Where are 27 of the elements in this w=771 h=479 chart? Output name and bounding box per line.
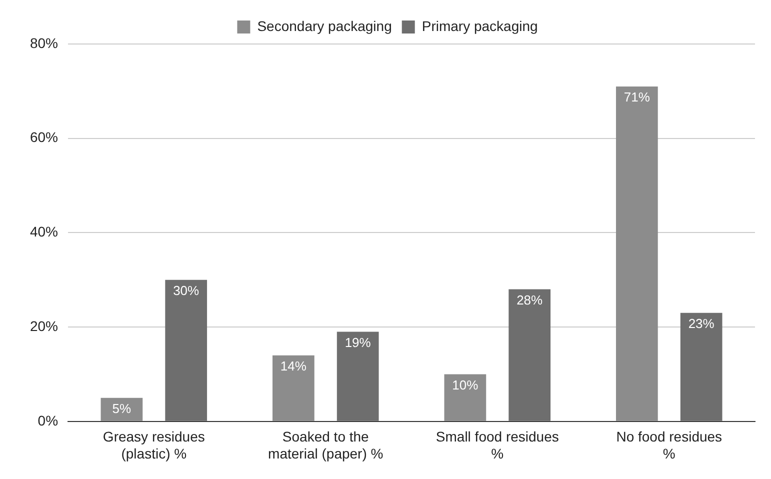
x-tick-label: Soaked to the material (paper) % — [268, 428, 384, 462]
bar — [165, 280, 208, 421]
legend-label: Primary packaging — [422, 18, 538, 34]
data-label: 30% — [173, 282, 200, 298]
data-label: 71% — [624, 90, 650, 105]
bar — [680, 312, 722, 421]
y-tick-label: 20% — [30, 318, 58, 334]
bar — [100, 398, 143, 421]
bar — [336, 332, 379, 421]
y-tick-label: 80% — [30, 34, 58, 51]
data-label: 28% — [516, 292, 544, 308]
data-label: 23% — [688, 316, 715, 331]
y-tick-label: 60% — [30, 129, 58, 146]
data-label: 10% — [452, 377, 479, 392]
y-tick-label: 40% — [30, 224, 58, 240]
legend-label: Secondary packaging — [257, 18, 392, 34]
y-tick-label: 0% — [38, 412, 58, 428]
bar — [272, 355, 314, 421]
bar — [616, 86, 658, 421]
data-label: 5% — [112, 400, 132, 416]
bar — [508, 289, 551, 421]
data-label: 19% — [344, 334, 372, 350]
x-tick-label: No food residues % — [616, 428, 722, 462]
data-label: 14% — [280, 358, 307, 374]
x-tick-label: Small food residues % — [436, 428, 559, 462]
x-tick-label: Greasy residues (plastic) % — [102, 428, 205, 462]
bar — [444, 374, 486, 421]
